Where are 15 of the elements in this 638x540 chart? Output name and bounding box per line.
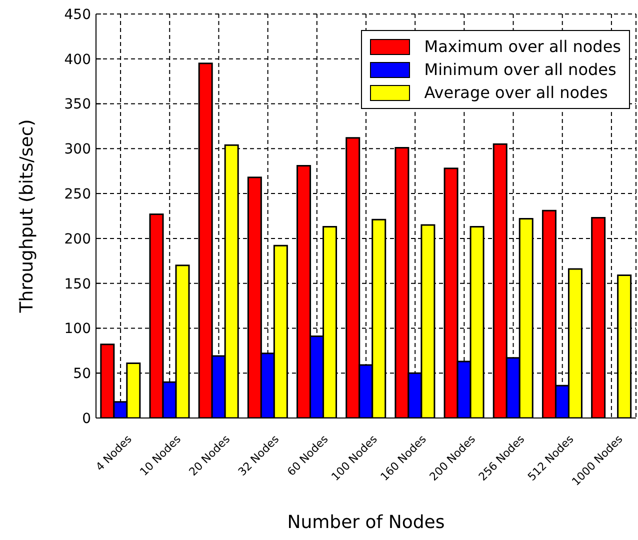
y-tick-label: 250 [64,186,91,203]
legend-label: Maximum over all nodes [424,37,621,56]
y-tick-label: 400 [64,52,91,68]
y-axis-title: Throughput (bits/sec) [16,119,38,314]
y-tick-label: 200 [64,231,91,248]
y-tick-label: 450 [64,6,91,23]
y-tick-label: 50 [73,366,91,382]
y-tick-label: 350 [64,96,91,113]
y-tick-label: 300 [64,142,91,158]
x-axis-title: Number of Nodes [287,512,445,533]
y-tick-label: 0 [82,410,91,427]
y-tick-label: 150 [64,276,91,292]
y-tick-label: 100 [64,321,91,338]
legend-label: Minimum over all nodes [424,60,616,79]
legend-label: Average over all nodes [424,83,608,102]
